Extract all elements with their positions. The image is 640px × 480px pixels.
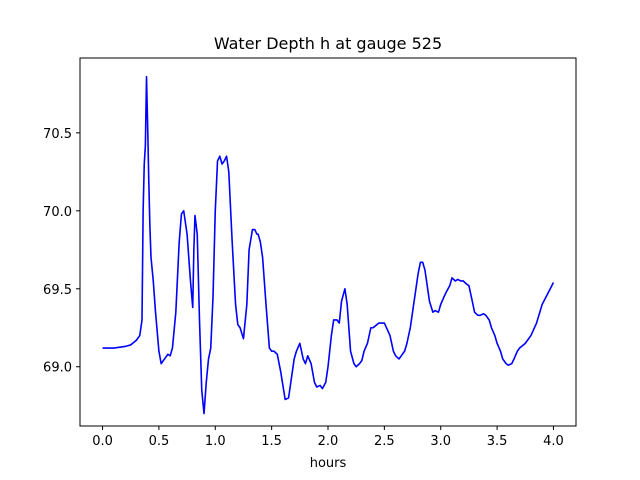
y-tick-label: 69.0 xyxy=(43,361,72,376)
x-tick-label: 0.5 xyxy=(149,434,170,449)
chart-title: Water Depth h at gauge 525 xyxy=(214,34,442,53)
x-tick-label: 1.5 xyxy=(261,434,282,449)
series-layer xyxy=(102,75,555,415)
x-tick-label: 2.0 xyxy=(318,434,339,449)
x-tick-label: 0.0 xyxy=(92,434,113,449)
y-tick-label: 70.5 xyxy=(43,127,72,142)
x-tick-label: 3.0 xyxy=(430,434,451,449)
series-line xyxy=(102,75,555,415)
y-tick-label: 70.0 xyxy=(43,205,72,220)
x-axis-ticks: 0.0 0.5 1.0 1.5 2.0 2.5 3.0 3.5 4.0 xyxy=(92,426,564,449)
x-tick-label: 3.5 xyxy=(487,434,508,449)
y-tick-label: 69.5 xyxy=(43,283,72,298)
x-tick-label: 4.0 xyxy=(543,434,564,449)
y-axis-ticks: 69.0 69.5 70.0 70.5 xyxy=(43,127,80,376)
x-tick-label: 1.0 xyxy=(205,434,226,449)
x-axis-label: hours xyxy=(310,456,347,471)
x-tick-label: 2.5 xyxy=(374,434,395,449)
